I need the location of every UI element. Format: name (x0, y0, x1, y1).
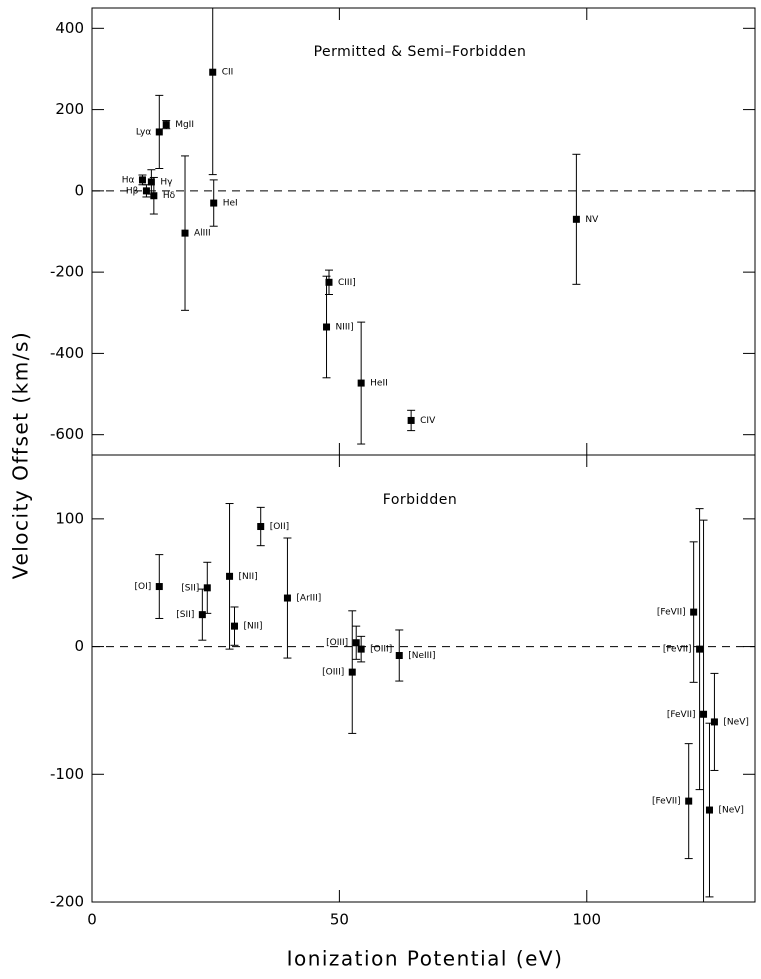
point (696, 645, 704, 653)
point-label: NV (585, 215, 599, 225)
y-tick-label: -100 (50, 765, 84, 783)
point-label: HeII (370, 379, 388, 389)
point (138, 176, 146, 184)
y-tick-label: -600 (50, 425, 84, 443)
point-label: HeI (223, 199, 238, 209)
x-tick-label: 50 (330, 911, 349, 929)
point (325, 278, 333, 286)
point (210, 199, 218, 207)
y-tick-label: -200 (50, 893, 84, 911)
points (138, 8, 581, 445)
point-label: NIII] (336, 322, 354, 332)
point-label: [FeVII] (667, 710, 696, 720)
y-axis-label: Velocity Offset (km/s) (9, 331, 33, 579)
point (357, 645, 365, 653)
point (257, 523, 265, 531)
plot-frame (91, 454, 756, 903)
point (203, 584, 211, 592)
point (685, 797, 693, 805)
point (700, 710, 708, 718)
point (155, 128, 163, 136)
point (705, 806, 713, 814)
point-label: Lyα (136, 127, 152, 137)
y-tick-label: 0 (74, 181, 84, 199)
point-label: [NeV] (718, 806, 743, 816)
point (348, 668, 356, 676)
point (209, 68, 217, 76)
point-label: CII (222, 68, 234, 78)
point (142, 187, 150, 195)
point-label: [OII] (270, 522, 289, 532)
point (395, 652, 403, 660)
point (230, 622, 238, 630)
point-label: [OIII] (326, 638, 348, 648)
point (162, 121, 170, 129)
y-tick-label: 100 (55, 509, 84, 527)
point-label: CIV (420, 416, 436, 426)
panel-title: Forbidden (383, 492, 457, 508)
point-label: Hγ (160, 177, 173, 187)
point-label: [OIII] (370, 645, 392, 655)
panel-title: Permitted & Semi–Forbidden (314, 44, 527, 60)
point-label: [OI] (135, 582, 152, 592)
point (150, 192, 158, 200)
y-tick-label: 200 (55, 100, 84, 118)
y-tick-label: 0 (74, 637, 84, 655)
point (181, 229, 189, 237)
point-label: Hα (122, 175, 135, 185)
point-label: [NII] (243, 622, 262, 632)
point (283, 594, 291, 602)
point-label: [SII] (181, 583, 199, 593)
x-tick-label: 100 (572, 911, 601, 929)
points (155, 503, 719, 902)
point-label: Hδ (163, 191, 176, 201)
point-label: [ArIII] (296, 594, 321, 604)
x-axis-label: Ionization Potential (eV) (287, 947, 564, 971)
point (147, 178, 155, 186)
point (407, 416, 415, 424)
point (572, 215, 580, 223)
point (690, 608, 698, 616)
point-label: MgII (175, 120, 194, 130)
point (155, 583, 163, 591)
point-label: [OIII] (322, 668, 344, 678)
point-label: [FeVII] (663, 645, 692, 655)
point (710, 718, 718, 726)
point-label: CIII] (338, 278, 356, 288)
point-label: [NeIII] (408, 651, 435, 661)
point (198, 611, 206, 619)
y-tick-label: 400 (55, 19, 84, 37)
point (357, 379, 365, 387)
point-label: Hβ (126, 186, 139, 196)
point (352, 639, 360, 647)
y-tick-label: -400 (50, 344, 84, 362)
point-label: [SII] (176, 610, 194, 620)
point-label: [NeV] (723, 717, 748, 727)
point-label: [FeVII] (657, 608, 686, 618)
point-label: AlIII (194, 229, 211, 239)
point (323, 323, 331, 331)
y-tick-label: -200 (50, 263, 84, 281)
x-tick-label: 0 (87, 911, 97, 929)
point-label: [FeVII] (652, 797, 681, 807)
point (226, 572, 234, 580)
point-label: [NII] (239, 572, 258, 582)
plot-frame (91, 7, 756, 456)
